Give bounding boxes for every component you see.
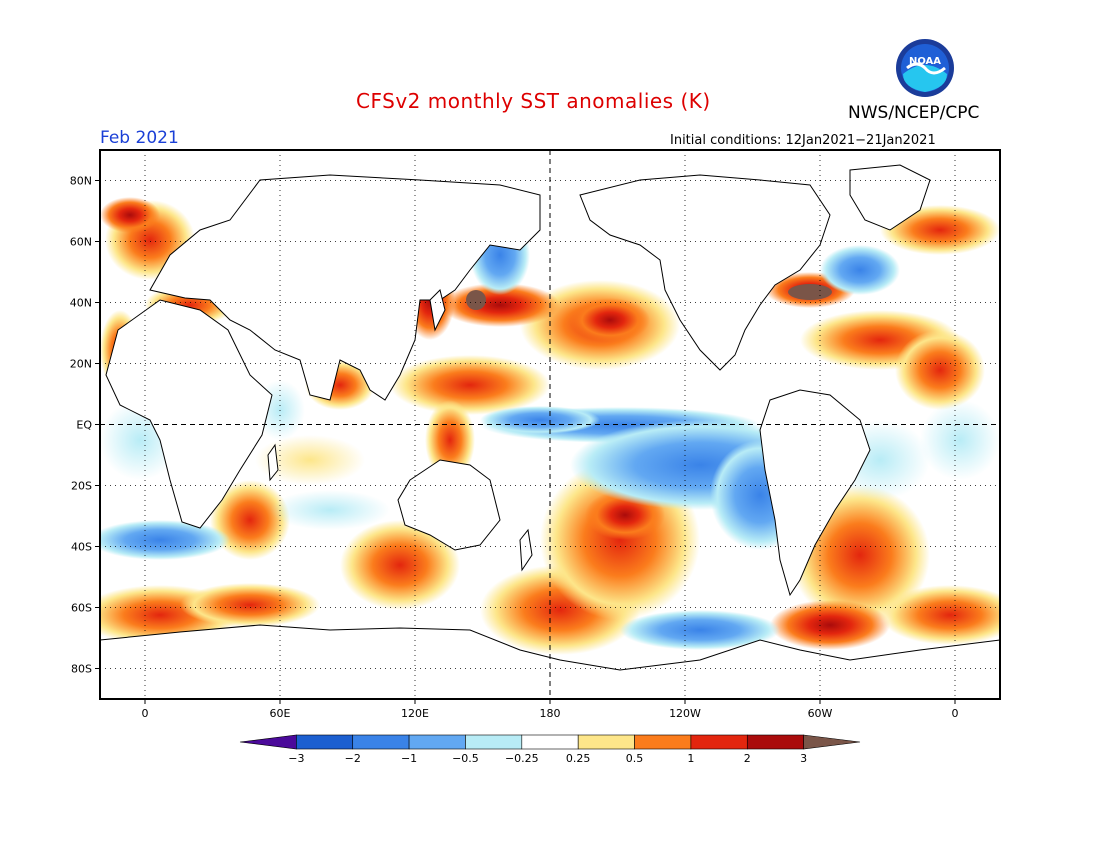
colorbar-segment: [746, 734, 804, 750]
lon-label: 60W: [808, 707, 833, 720]
australia-landmass: [397, 459, 501, 551]
colorbar-segment: [408, 734, 466, 750]
madagascar-island: [267, 443, 279, 482]
lon-label: 120W: [669, 707, 701, 720]
colorbar-label: 0.25: [566, 752, 591, 765]
colorbar-segment: [803, 734, 861, 750]
colorbar-segment: [634, 734, 692, 750]
agency-label: NWS/NCEP/CPC: [848, 103, 980, 123]
lat-label: 80N: [70, 175, 92, 188]
lat-label: 60N: [70, 236, 92, 249]
colorbar-segment: [352, 734, 410, 750]
graticule: [95, 150, 1000, 704]
south-america-landmass: [759, 389, 871, 597]
lon-label: 60E: [270, 707, 291, 720]
lon-label: 0: [142, 707, 149, 720]
lat-label: 20N: [70, 358, 92, 371]
colorbar: −3 −2 −1 −0.5 −0.25 0.25 0.5 1 2 3: [239, 734, 861, 765]
noaa-logo-icon: NOAA: [896, 39, 954, 97]
map-title: CFSv2 monthly SST anomalies (K): [356, 89, 711, 113]
colorbar-label: −1: [401, 752, 417, 765]
greenland-landmass: [849, 164, 931, 231]
new-zealand-island: [519, 528, 533, 572]
lat-label: 80S: [71, 663, 92, 676]
colorbar-label: −3: [288, 752, 304, 765]
lat-label: 60S: [71, 602, 92, 615]
colorbar-segment: [521, 734, 579, 750]
colorbar-label: 2: [744, 752, 751, 765]
lon-label: 180: [540, 707, 561, 720]
colorbar-label: −2: [345, 752, 361, 765]
colorbar-segment: [465, 734, 523, 750]
antarctica-landmass: [100, 624, 1000, 699]
longitude-labels: 0 60E 120E 180 120W 60W 0: [142, 707, 959, 720]
noaa-logo-text: NOAA: [909, 56, 941, 67]
lat-label: 40S: [71, 541, 92, 554]
coastlines: [100, 164, 1000, 699]
north-america-landmass: [579, 174, 831, 371]
colorbar-label: 1: [687, 752, 694, 765]
colorbar-segment: [296, 734, 354, 750]
lat-label: EQ: [76, 419, 92, 432]
colorbar-label: 3: [800, 752, 807, 765]
colorbar-label: −0.25: [505, 752, 539, 765]
valid-month-label: Feb 2021: [100, 128, 179, 148]
africa-landmass: [105, 299, 273, 529]
colorbar-segment: [577, 734, 635, 750]
colorbar-segment: [690, 734, 748, 750]
lat-label: 40N: [70, 297, 92, 310]
eurasia-landmass: [149, 174, 541, 401]
lon-label: 0: [952, 707, 959, 720]
initial-conditions-label: Initial conditions: 12Jan2021−21Jan2021: [670, 133, 936, 148]
latitude-labels: 80N 60N 40N 20N EQ 20S 40S 60S 80S: [70, 175, 93, 676]
lon-label: 120E: [401, 707, 429, 720]
colorbar-label: −0.5: [452, 752, 479, 765]
colorbar-segment: [239, 734, 297, 750]
colorbar-label: 0.5: [626, 752, 644, 765]
japan-island: [429, 289, 446, 332]
lat-label: 20S: [71, 480, 92, 493]
